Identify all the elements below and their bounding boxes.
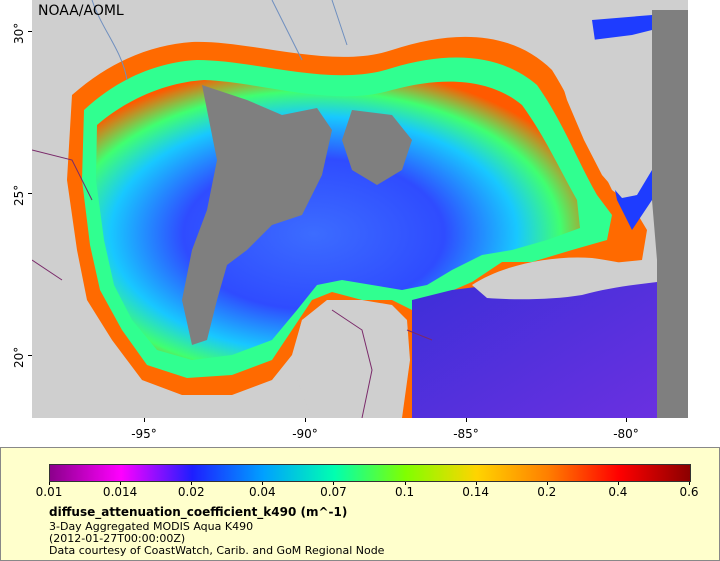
no-data-patch	[342, 110, 412, 185]
y-tick-label: 25°	[12, 184, 26, 206]
colorbar-tick-label: 0.014	[102, 485, 138, 499]
y-tick-label: 30°	[12, 22, 26, 44]
x-tick-mark	[144, 418, 145, 422]
colorbar-tick-mark	[689, 482, 690, 485]
y-tick-mark	[28, 31, 32, 32]
data-credit: Data courtesy of CoastWatch, Carib. and …	[49, 544, 385, 557]
colorbar-tick-label: 0.04	[248, 485, 276, 499]
colorbar-tick-label: 0.2	[537, 485, 557, 499]
colorbar-tick-mark	[333, 482, 335, 485]
x-tick-label: -90°	[292, 427, 318, 441]
colorbar-tick-label: 0.02	[177, 485, 205, 499]
colorbar	[49, 464, 691, 482]
colorbar-tick-mark	[404, 482, 406, 485]
rivers	[91, 0, 348, 81]
x-tick-mark	[626, 418, 627, 422]
y-tick-label: 20°	[12, 346, 26, 368]
colorbar-tick-mark	[49, 482, 50, 485]
colorbar-tick-label: 0.01	[35, 485, 63, 499]
y-tick-mark	[28, 355, 32, 356]
x-tick-label: -85°	[453, 427, 479, 441]
dataset-time: (2012-01-27T00:00:00Z)	[49, 532, 186, 545]
no-data-patch	[182, 85, 332, 345]
colorbar-tick-label: 0.1	[395, 485, 415, 499]
org-label: NOAA/AOML	[38, 3, 124, 19]
legend-panel: 0.01 0.014 0.02 0.04 0.07 0.1 0.14 0.2 0.4 0.6 di…	[0, 447, 720, 561]
colorbar-tick-label: 0.14	[462, 485, 490, 499]
colorbar-tick-label: 0.4	[608, 485, 628, 499]
variable-title: diffuse_attenuation_coefficient_k490 (m^…	[49, 505, 348, 519]
country-borders	[32, 149, 433, 418]
colorbar-tick-label: 0.07	[320, 485, 347, 499]
yucatan	[294, 300, 410, 418]
x-tick-label: -95°	[131, 427, 157, 441]
x-tick-mark	[305, 418, 306, 422]
cuba	[472, 257, 657, 300]
x-tick-label: -80°	[613, 427, 639, 441]
colorbar-tick-mark	[191, 482, 193, 485]
dataset-name: 3-Day Aggregated MODIS Aqua K490	[49, 520, 254, 533]
y-tick-mark	[28, 193, 32, 194]
florida	[552, 30, 652, 198]
map-area[interactable]: NOAA/AOML	[32, 0, 688, 418]
colorbar-tick-mark	[120, 482, 122, 485]
colorbar-tick-label: 0.6	[679, 485, 699, 499]
colorbar-tick-mark	[262, 482, 264, 485]
x-tick-mark	[466, 418, 467, 422]
colorbar-tick-mark	[475, 482, 477, 485]
colorbar-tick-mark	[546, 482, 548, 485]
caribbean-water	[412, 270, 657, 418]
map-image	[32, 0, 688, 418]
colorbar-tick-mark	[617, 482, 619, 485]
no-data-patch	[652, 10, 688, 418]
